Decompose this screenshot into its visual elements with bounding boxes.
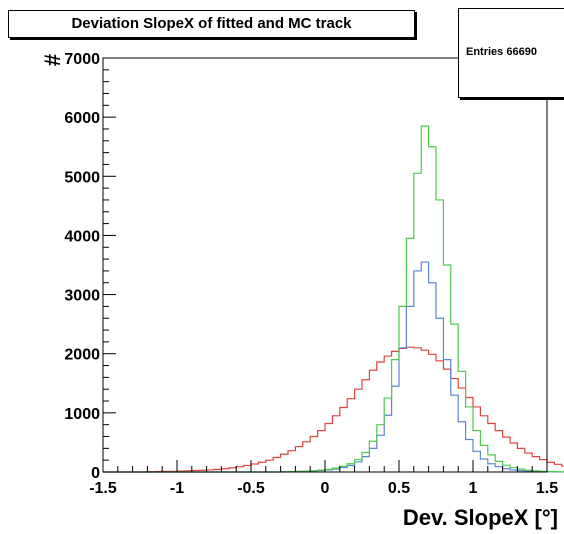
x-tick-label: 0.5	[388, 480, 410, 497]
stats-box: Entries 66690	[458, 8, 564, 98]
y-tick-label: 2000	[64, 347, 100, 364]
chart-title-box: Deviation SlopeX of fitted and MC track	[8, 10, 415, 38]
y-tick-label: 7000	[64, 51, 100, 68]
histogram-series-2	[103, 261, 564, 473]
x-tick-label: 1	[469, 480, 478, 497]
stats-entries-value: 66690	[506, 46, 537, 58]
chart-title: Deviation SlopeX of fitted and MC track	[71, 15, 352, 32]
histogram-series-3	[103, 125, 564, 473]
x-tick-label: 0	[321, 480, 330, 497]
stats-entries-label: Entries	[466, 46, 504, 58]
histogram-series-layer	[103, 125, 564, 473]
x-tick-label: -1.5	[89, 480, 117, 497]
y-tick-label: 5000	[64, 169, 100, 186]
stats-entries: Entries 66690	[466, 46, 537, 58]
y-tick-label: 1000	[64, 406, 100, 423]
y-tick-label: 4000	[64, 228, 100, 245]
y-tick-label: 0	[91, 465, 100, 482]
axis-ticks: -1.5 -1 -0.5 0 0.5 1 1.5 0 1000 2000 3000 4000 5000 6…	[64, 51, 558, 497]
histogram-series-1	[103, 346, 564, 473]
x-tick-label: -0.5	[237, 480, 265, 497]
x-axis-label: Dev. SlopeX [°]	[403, 505, 558, 530]
y-tick-label: 3000	[64, 288, 100, 305]
x-tick-label: 1.5	[536, 480, 558, 497]
y-tick-label: 6000	[64, 110, 100, 127]
y-axis-label: #	[40, 54, 65, 66]
x-tick-label: -1	[170, 480, 184, 497]
